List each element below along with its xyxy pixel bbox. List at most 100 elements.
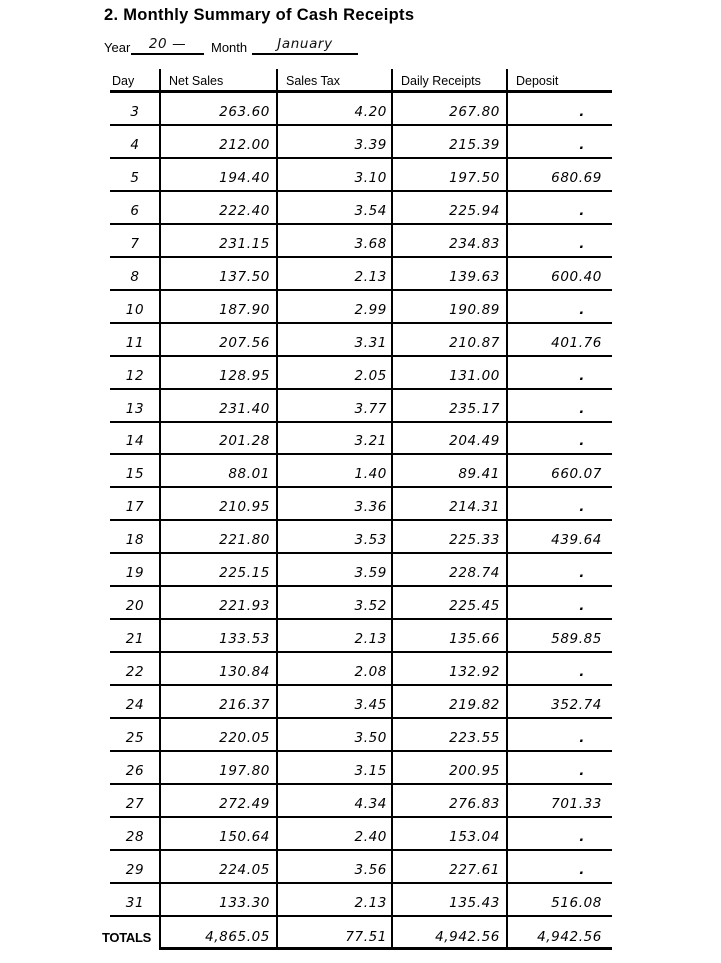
deposit-cell: 439.64 [551,532,602,549]
month-value: January [277,36,333,52]
daily-receipts-cell: 223.55 [449,730,500,747]
daily-receipts-cell: 235.17 [449,400,500,417]
sales-tax-cell: 2.40 [354,828,387,845]
daily-receipts-cell: 153.04 [449,828,500,845]
daily-receipts-cell: 197.50 [449,169,500,186]
daily-receipts-cell: 215.39 [449,136,500,153]
deposit-cell: 701.33 [551,795,602,812]
net-sales-cell: 88.01 [228,466,270,483]
net-sales-cell: 187.90 [219,301,270,318]
net-sales-cell: 150.64 [219,828,270,845]
deposit-cell: . [579,499,585,516]
page-title: 2. Monthly Summary of Cash Receipts [104,6,415,24]
header-deposit: Deposit [516,74,559,88]
sales-tax-cell: 3.15 [354,763,387,780]
sales-tax-cell: 3.59 [354,565,387,582]
table-row: 17 210.95 3.36 214.31 . [110,488,612,522]
sales-tax-cell: 3.68 [354,235,387,252]
deposit-cell: . [579,664,585,681]
deposit-cell: . [579,828,585,845]
year-field: 20 — [131,34,204,55]
table-row: 24 216.37 3.45 219.82 352.74 [110,686,612,720]
table-row: 25 220.05 3.50 223.55 . [110,719,612,753]
day-cell: 25 [125,730,145,747]
sales-tax-cell: 3.54 [354,202,387,219]
table-header-row: Day Net Sales Sales Tax Daily Receipts D… [110,69,612,93]
totals-sales-tax: 77.51 [345,928,387,945]
daily-receipts-cell: 132.92 [449,664,500,681]
day-cell: 11 [125,334,145,351]
sales-tax-cell: 2.13 [354,631,387,648]
deposit-cell: . [579,861,585,878]
net-sales-cell: 222.40 [219,202,270,219]
table-rows: 3 263.60 4.20 267.80 . 4 212.00 3.39 215… [110,93,612,917]
header-net-sales: Net Sales [169,74,224,88]
sales-tax-cell: 3.21 [354,433,387,450]
day-cell: 7 [130,235,140,252]
day-cell: 6 [130,202,140,219]
table-row: 10 187.90 2.99 190.89 . [110,291,612,324]
daily-receipts-cell: 276.83 [449,795,500,812]
net-sales-cell: 212.00 [219,136,270,153]
year-label: Year [104,40,131,55]
day-cell: 24 [125,697,145,714]
sales-tax-cell: 3.50 [354,730,387,747]
deposit-cell: . [579,103,585,120]
sales-tax-cell: 3.31 [354,334,387,351]
daily-receipts-cell: 219.82 [449,697,500,714]
net-sales-cell: 216.37 [219,697,270,714]
table-row: 15 88.01 1.40 89.41 660.07 [110,455,612,489]
daily-receipts-cell: 139.63 [449,268,500,285]
deposit-cell: . [579,565,585,582]
day-cell: 27 [125,795,145,812]
table-row: 4 212.00 3.39 215.39 . [110,126,612,159]
column-divider [391,69,393,950]
table-row: 28 150.64 2.40 153.04 . [110,818,612,851]
table-row: 21 133.53 2.13 135.66 589.85 [110,620,612,654]
table-row: 13 231.40 3.77 235.17 . [110,390,612,423]
table-row: 14 201.28 3.21 204.49 . [110,423,612,456]
net-sales-cell: 272.49 [219,795,270,812]
net-sales-cell: 194.40 [219,169,270,186]
deposit-cell: 660.07 [551,466,602,483]
net-sales-cell: 130.84 [219,664,270,681]
table-row: 22 130.84 2.08 132.92 . [110,653,612,687]
table-bottom-rule [159,947,612,950]
daily-receipts-cell: 135.43 [449,894,500,911]
net-sales-cell: 221.93 [219,598,270,615]
day-cell: 31 [125,894,145,911]
daily-receipts-cell: 200.95 [449,763,500,780]
sales-tax-cell: 3.36 [354,499,387,516]
header-sales-tax: Sales Tax [286,74,340,88]
sales-tax-cell: 3.56 [354,861,387,878]
daily-receipts-cell: 89.41 [458,466,500,483]
totals-deposit: 4,942.56 [537,928,602,945]
daily-receipts-cell: 228.74 [449,565,500,582]
sales-tax-cell: 2.13 [354,268,387,285]
day-cell: 18 [125,532,145,549]
deposit-cell: . [579,763,585,780]
sales-tax-cell: 3.52 [354,598,387,615]
net-sales-cell: 137.50 [219,268,270,285]
net-sales-cell: 263.60 [219,103,270,120]
table-row: 20 221.93 3.52 225.45 . [110,587,612,621]
daily-receipts-cell: 225.94 [449,202,500,219]
net-sales-cell: 207.56 [219,334,270,351]
table-row: 31 133.30 2.13 135.43 516.08 [110,884,612,917]
deposit-cell: . [579,301,585,318]
sales-tax-cell: 2.05 [354,367,387,384]
sales-tax-cell: 2.13 [354,894,387,911]
table-row: 3 263.60 4.20 267.80 . [110,93,612,126]
net-sales-cell: 201.28 [219,433,270,450]
table-row: 27 272.49 4.34 276.83 701.33 [110,785,612,818]
table-row: 8 137.50 2.13 139.63 600.40 [110,258,612,291]
deposit-cell: . [579,433,585,450]
daily-receipts-cell: 267.80 [449,103,500,120]
day-cell: 19 [125,565,145,582]
daily-receipts-cell: 190.89 [449,301,500,318]
table-row: 29 224.05 3.56 227.61 . [110,851,612,884]
net-sales-cell: 231.15 [219,235,270,252]
sales-tax-cell: 3.39 [354,136,387,153]
daily-receipts-cell: 214.31 [449,499,500,516]
